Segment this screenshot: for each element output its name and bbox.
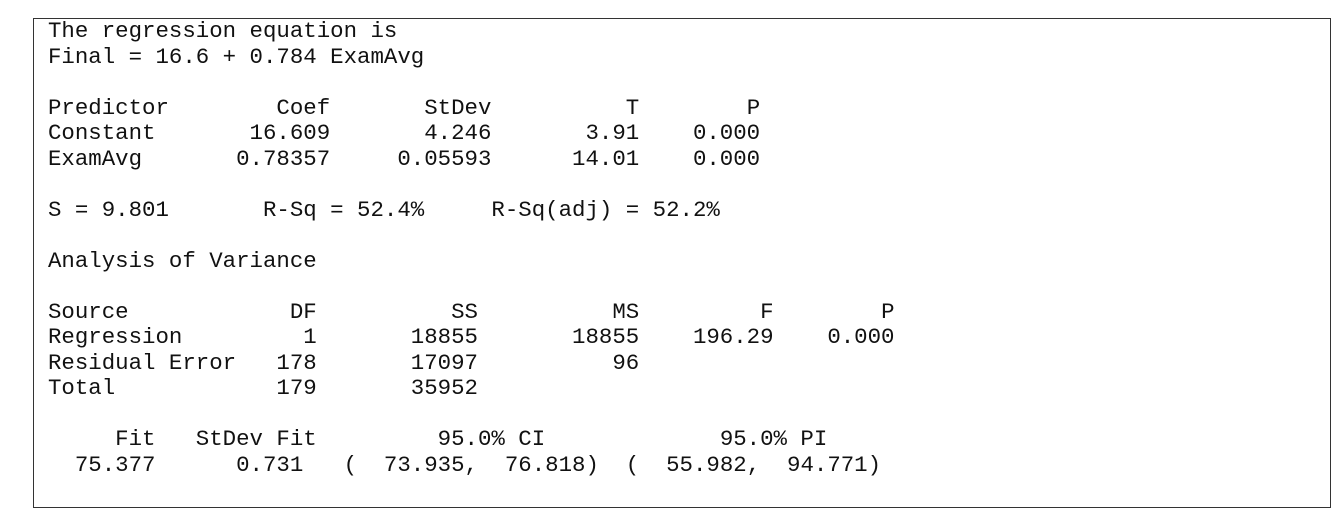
- output-text: 196.29: [692, 324, 774, 350]
- output-text: 35952: [410, 375, 478, 401]
- output-text: 18855: [572, 324, 640, 350]
- output-text: P: [746, 94, 761, 121]
- output-text: 95.0% PI: [719, 426, 828, 452]
- output-text: 95.0% CI: [437, 426, 546, 452]
- output-text: Constant: [48, 120, 156, 146]
- output-text: 75.377: [74, 451, 156, 478]
- output-text: Residual Error: [48, 349, 237, 376]
- output-text: 0.05593: [397, 145, 492, 172]
- output-text: 0.000: [827, 324, 895, 350]
- output-text: Coef: [276, 94, 331, 121]
- output-text: 0.000: [692, 120, 761, 146]
- output-text: 179: [276, 375, 317, 401]
- output-text: 17097: [410, 349, 478, 376]
- output-text: The regression equation is: [48, 18, 398, 44]
- output-text: 4.246: [424, 120, 492, 146]
- output-text: 1: [303, 324, 317, 350]
- output-text: MS: [612, 298, 640, 325]
- output-text: 16.609: [249, 120, 331, 146]
- output-text: Final = 16.6 + 0.784 ExamAvg: [48, 43, 425, 70]
- output-text: StDev: [424, 94, 492, 121]
- output-text: SS: [451, 298, 478, 325]
- output-text: R-Sq(adj) = 52.2%: [491, 196, 720, 223]
- output-text: DF: [289, 298, 317, 325]
- output-text: ( 55.982, 94.771): [625, 451, 882, 478]
- output-text: 3.91: [585, 120, 640, 146]
- output-text: ExamAvg: [48, 145, 143, 172]
- output-text: 178: [276, 349, 317, 376]
- output-text: 0.731: [236, 451, 304, 478]
- output-text: Source: [48, 298, 129, 325]
- output-text: ( 73.935, 76.818): [343, 451, 599, 478]
- output-text: 0.000: [692, 145, 761, 172]
- output-text: R-Sq = 52.4%: [262, 196, 425, 223]
- output-frame: [33, 18, 1331, 508]
- output-text: Fit: [115, 426, 156, 452]
- output-text: T: [625, 94, 640, 121]
- output-text: P: [881, 298, 895, 325]
- output-text: Analysis of Variance: [48, 247, 317, 274]
- output-text: 0.78357: [236, 145, 331, 172]
- output-text: Total: [48, 375, 116, 401]
- output-text: S = 9.801: [48, 196, 169, 223]
- output-text: F: [760, 298, 774, 325]
- output-text: Regression: [48, 324, 183, 350]
- output-text: StDev Fit: [195, 426, 317, 452]
- output-text: 18855: [410, 324, 478, 350]
- output-text: 14.01: [572, 145, 640, 172]
- output-text: 96: [612, 349, 640, 376]
- output-text: Predictor: [48, 94, 169, 121]
